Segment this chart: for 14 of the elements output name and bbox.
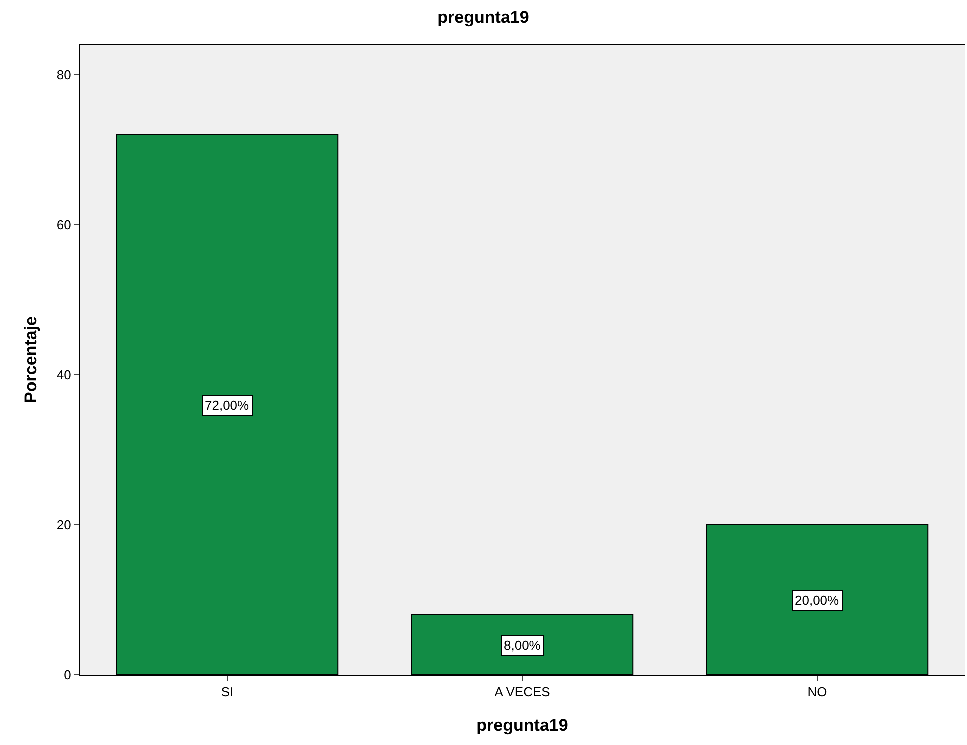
y-tick-label: 80 bbox=[56, 68, 72, 83]
data-label: 20,00% bbox=[795, 593, 840, 608]
y-tick-label: 0 bbox=[64, 668, 72, 683]
data-label: 8,00% bbox=[504, 638, 542, 653]
chart-title: pregunta19 bbox=[438, 8, 530, 28]
x-tick-label: NO bbox=[808, 684, 828, 700]
x-tick-label: A VECES bbox=[494, 684, 551, 700]
x-tick-label: SI bbox=[221, 684, 234, 700]
y-tick-label: 60 bbox=[56, 218, 72, 233]
y-tick-label: 20 bbox=[56, 518, 72, 533]
y-axis-title: Porcentaje bbox=[21, 316, 40, 404]
data-label: 72,00% bbox=[205, 398, 250, 413]
y-tick-label: 40 bbox=[56, 368, 72, 383]
x-axis-title: pregunta19 bbox=[476, 716, 568, 735]
